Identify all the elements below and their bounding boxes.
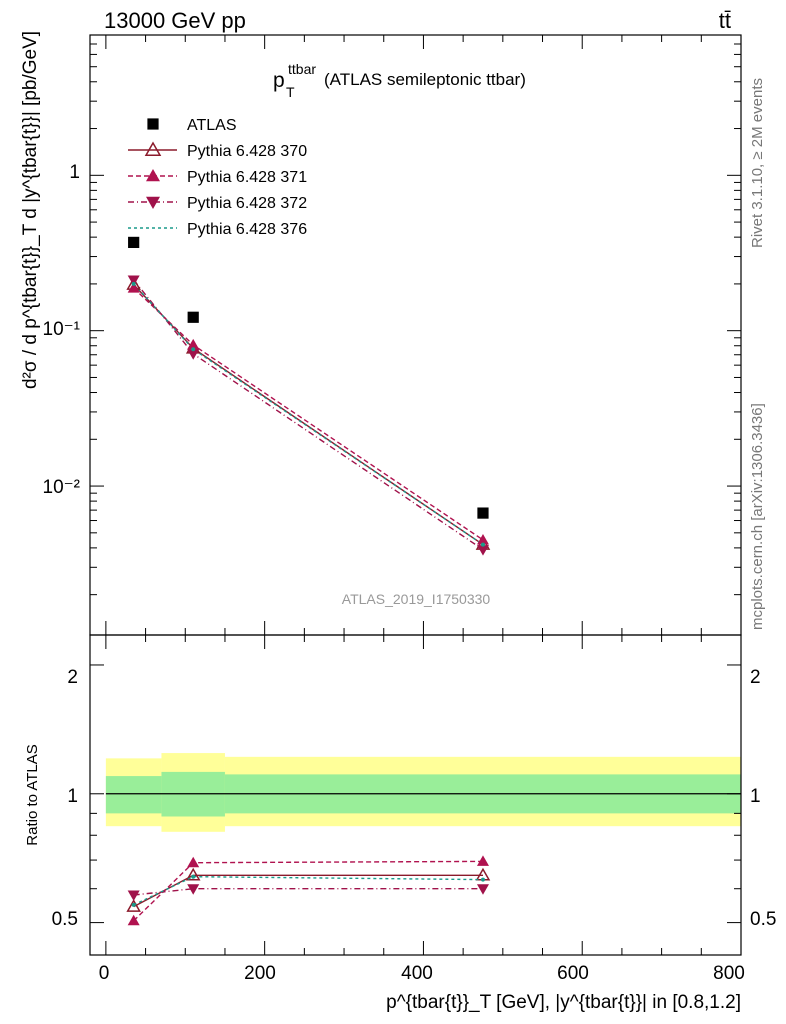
ratio-data-point [476,884,489,895]
legend-label: ATLAS [187,117,237,134]
plot-title: p ttbar T (ATLAS semileptonic ttbar) [273,61,526,100]
ratio-data-point [185,867,201,881]
title-superscript: ttbar [288,61,316,77]
ratio-series-line [133,875,484,906]
title-description: (ATLAS semileptonic ttbar) [324,70,526,89]
x-axis-label: p^{tbar{t}}_T [GeV], |y^{tbar{t}}| in [0… [386,992,741,1013]
y-tick-label-1: 1 [69,162,80,183]
title-subscript: T [286,84,295,100]
ratio-data-point [187,856,200,868]
legend-marker [146,196,160,209]
ratio-data-point [187,884,200,895]
ratio-series-line [133,888,483,896]
x-tick-label-0: 0 [99,963,110,984]
ratio-data-point [131,902,136,907]
legend-entry: ATLAS [147,117,237,134]
ratio-data-point [476,855,489,866]
ratio-axis-ticks [90,635,742,955]
main-data-marks [126,236,491,556]
ratio-y-tick-label-0p5: 0.5 [52,909,78,930]
ratio-y-tick-label-2-right: 2 [750,667,761,688]
legend-marker [147,118,159,130]
ratio-plot: 2 1 0.5 2 1 0.5 Ratio to ATLAS [24,634,776,956]
header-final-state-label: tt̄ [719,8,731,33]
main-y-axis-label: d²σ / d p^{tbar{t}}_T d |y^{tbar{t}}| [p… [20,31,41,389]
title-p: p [273,69,285,92]
ratio-uncertainty-bands [105,753,742,832]
ratio-data-point [127,890,140,902]
ratio-y-tick-label-1: 1 [67,786,78,807]
legend-label: Pythia 6.428 370 [187,143,307,160]
rivet-version-label: Rivet 3.1.10, ≥ 2M events [749,78,766,248]
ratio-data-marks [126,855,491,926]
data-point [127,282,140,293]
series-line [133,284,484,546]
ratio-series-line [133,874,483,908]
ratio-y-tick-label-2: 2 [67,667,78,688]
legend-marker [146,169,160,182]
data-point [191,347,196,352]
ratio-y-tick-label-1-right: 1 [750,786,761,807]
main-plot: p ttbar T (ATLAS semileptonic ttbar) 1 1… [20,31,742,636]
data-point [131,281,136,286]
legend-label: Pythia 6.428 372 [187,195,307,212]
atlas-data-point [187,311,199,323]
legend-entry: Pythia 6.428 372 [128,195,307,212]
analysis-watermark: ATLAS_2019_I1750330 [342,591,491,607]
legend-marker [144,141,162,156]
x-tick-label-600: 600 [557,963,589,984]
series-line [133,283,484,546]
x-tick-label-200: 200 [244,963,276,984]
data-point [187,338,200,350]
data-point [476,545,489,556]
ratio-data-point [191,874,196,879]
legend: ATLAS Pythia 6.428 370 Pythia 6.428 371 Pyt… [128,117,307,238]
x-axis: 0 200 400 600 800 p^{tbar{t}}_T [GeV], |… [99,963,745,1013]
mcplots-label: mcplots.cern.ch [arXiv:1306.3436] [749,403,766,630]
ratio-plot-frame [89,634,742,956]
data-point [476,533,489,545]
legend-entry: Pythia 6.428 370 [128,141,307,160]
data-point [127,275,140,286]
y-tick-label-0p1: 10⁻¹ [43,319,81,340]
ratio-data-point [480,877,485,882]
ratio-series-line [133,860,484,922]
legend-entry: Pythia 6.428 371 [128,169,307,186]
data-point [480,542,485,547]
atlas-data-point [477,507,489,519]
ratio-data-point [127,914,140,926]
legend-label: Pythia 6.428 376 [187,221,307,238]
inner-uncertainty-band [105,776,162,814]
legend-label: Pythia 6.428 371 [187,169,307,186]
ratio-data-point [126,899,141,912]
legend-entry: Pythia 6.428 376 [128,221,307,238]
data-point [187,349,200,360]
header-process-label: 13000 GeV pp [104,8,246,33]
series-line [133,287,484,541]
x-tick-label-800: 800 [713,963,745,984]
main-axis-ticks [90,34,742,635]
y-tick-label-0p01: 10⁻² [43,477,81,498]
ratio-y-tick-label-0p5-right: 0.5 [750,909,776,930]
ratio-y-axis-label: Ratio to ATLAS [24,744,41,845]
x-tick-label-400: 400 [401,963,433,984]
atlas-data-point [128,236,140,249]
